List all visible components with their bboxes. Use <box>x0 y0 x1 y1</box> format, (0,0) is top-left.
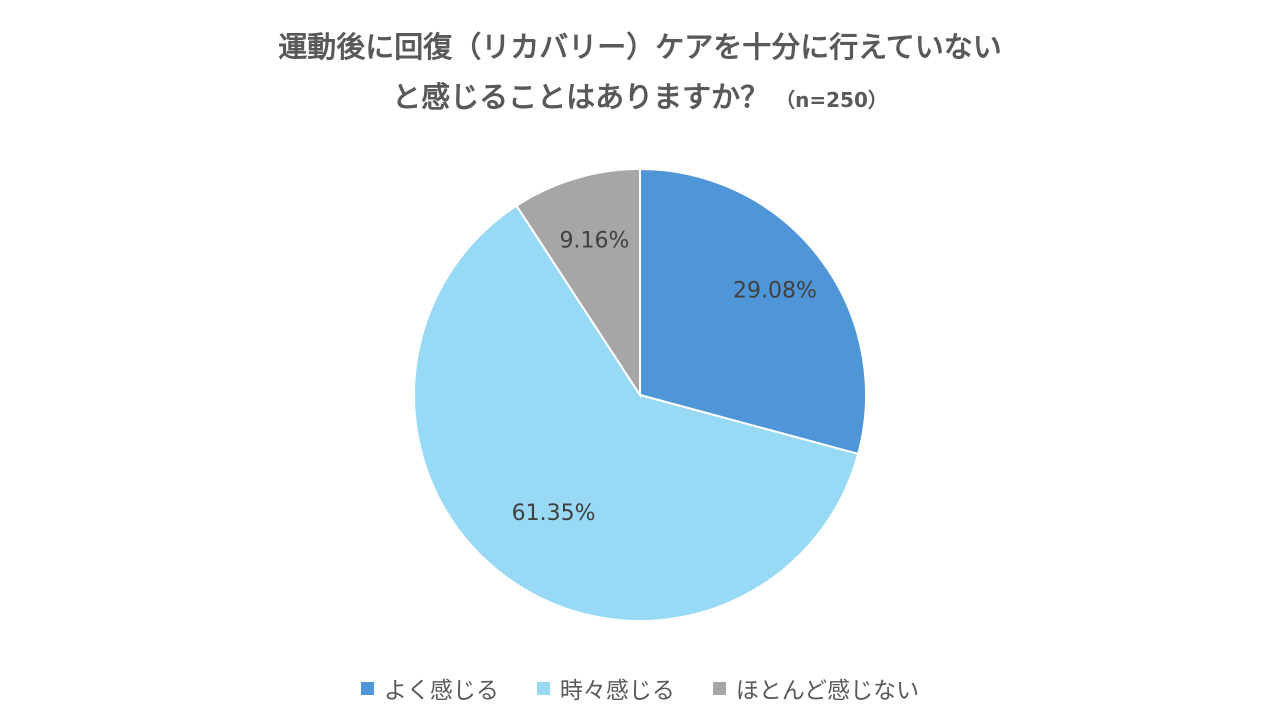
chart-title-line-2: と感じることはありますか？ （n=250） <box>0 72 1280 125</box>
legend-item: ほとんど感じない <box>712 671 920 705</box>
legend-label: 時々感じる <box>559 678 675 704</box>
pie-data-label: 9.16% <box>559 229 629 254</box>
pie-slice <box>413 204 860 622</box>
chart-title: 運動後に回復（リカバリー）ケアを十分に行えていない と感じることはありますか？（… <box>0 22 1280 125</box>
pie-data-labels: 29.08% 61.35% 9.16% <box>512 229 817 526</box>
legend-label: よく感じる <box>383 678 499 704</box>
pie-slice <box>515 167 641 399</box>
pie-slices <box>413 167 867 622</box>
legend-swatch <box>536 681 550 695</box>
legend-item: よく感じる <box>360 671 499 705</box>
legend-item: 時々感じる <box>536 671 675 705</box>
legend-label: ほとんど感じない <box>735 678 920 704</box>
legend-swatch <box>360 681 374 695</box>
chart-legend: よく感じる 時々感じる ほとんど感じない <box>0 670 1280 706</box>
chart-title-line-1: 運動後に回復（リカバリー）ケアを十分に行えていない <box>278 30 1002 64</box>
pie-data-label: 61.35% <box>512 501 596 526</box>
pie-slice <box>639 167 867 456</box>
pie-data-label: 29.08% <box>733 279 817 304</box>
legend-swatch <box>712 681 726 695</box>
sample-size-note: （n=250） <box>775 88 888 112</box>
chart-title-text: と感じることはありますか？ <box>392 80 770 114</box>
